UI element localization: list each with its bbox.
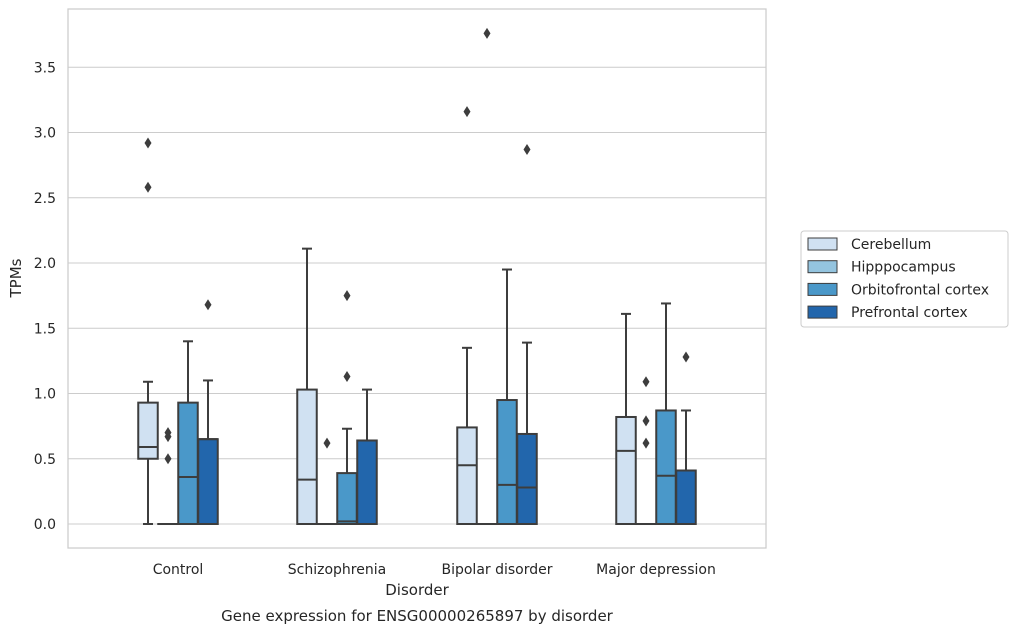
legend-swatch: [807, 282, 838, 296]
outlier-point: [682, 351, 690, 363]
outlier-point: [164, 427, 172, 439]
box-hipppocampus: [157, 427, 179, 526]
outlier-point: [483, 27, 491, 39]
box-plot-series: [137, 27, 697, 526]
box-body: [516, 432, 538, 525]
box-body: [655, 409, 677, 525]
x-tick-label: Bipolar disorder: [441, 562, 552, 578]
box-cerebellum: [137, 137, 159, 525]
box-body: [177, 401, 199, 526]
y-tick-label: 0.5: [34, 452, 56, 468]
legend-swatch: [807, 237, 838, 251]
box-body: [496, 399, 518, 525]
y-tick-label: 0.0: [34, 517, 56, 533]
legend-entry-label: Cerebellum: [851, 237, 931, 253]
outlier-point: [343, 290, 351, 302]
box-prefrontal-cortex: [675, 351, 697, 525]
box-body: [336, 472, 358, 526]
legend-swatch: [807, 260, 838, 274]
outlier-point: [323, 437, 331, 449]
x-tick-label: Schizophrenia: [288, 562, 386, 578]
legend-swatch: [807, 305, 838, 319]
y-tick-label: 1.0: [34, 387, 56, 403]
box-prefrontal-cortex: [516, 143, 538, 525]
box-body: [356, 439, 378, 526]
box-hipppocampus: [316, 437, 338, 526]
outlier-point: [642, 376, 650, 388]
x-axis-label: Disorder: [385, 581, 449, 599]
chart-caption: Gene expression for ENSG00000265897 by d…: [221, 607, 614, 625]
box-body: [296, 388, 318, 525]
box-hipppocampus: [635, 376, 657, 526]
x-tick-label: Major depression: [596, 562, 716, 578]
box-prefrontal-cortex: [356, 388, 378, 526]
box-body: [615, 415, 637, 525]
box-body: [456, 426, 478, 525]
outlier-point: [642, 437, 650, 449]
outlier-point: [463, 106, 471, 118]
y-tick-label: 2.5: [34, 191, 56, 207]
outlier-point: [343, 371, 351, 383]
box-body: [137, 401, 159, 460]
plot-area-frame: [67, 8, 767, 549]
y-axis-label: TPMs: [7, 258, 25, 298]
legend-entry-label: Orbitofrontal cortex: [851, 282, 989, 298]
legend-frame: [800, 230, 1009, 328]
y-tick-label: 3.0: [34, 126, 56, 142]
outlier-point: [523, 143, 531, 155]
box-orbitofrontal-cortex: [496, 268, 518, 525]
legend-entry-label: Prefrontal cortex: [851, 305, 968, 321]
box-cerebellum: [456, 106, 478, 525]
box-body: [197, 438, 219, 525]
legend-entry-label: Hipppocampus: [851, 260, 956, 276]
box-orbitofrontal-cortex: [177, 340, 199, 526]
y-axis-ticks: 0.0 0.5 1.0 1.5 2.0 2.5 3.0 3.5: [34, 60, 56, 533]
box-orbitofrontal-cortex: [336, 290, 358, 526]
x-tick-label: Control: [153, 562, 204, 578]
box-body: [675, 469, 697, 525]
outlier-point: [164, 453, 172, 465]
box-orbitofrontal-cortex: [655, 302, 677, 525]
x-axis-ticks: Control Schizophrenia Bipolar disorder Majo…: [153, 562, 716, 578]
box-prefrontal-cortex: [197, 299, 219, 525]
box-cerebellum: [615, 312, 637, 525]
y-tick-label: 2.0: [34, 256, 56, 272]
y-tick-label: 1.5: [34, 321, 56, 337]
outlier-point: [144, 181, 152, 193]
outlier-point: [204, 299, 212, 311]
outlier-point: [642, 415, 650, 427]
box-hipppocampus: [476, 27, 498, 526]
box-cerebellum: [296, 247, 318, 525]
y-tick-label: 3.5: [34, 60, 56, 76]
legend: Cerebellum Hipppocampus Orbitofrontal cort…: [800, 230, 1009, 328]
outlier-point: [144, 137, 152, 149]
